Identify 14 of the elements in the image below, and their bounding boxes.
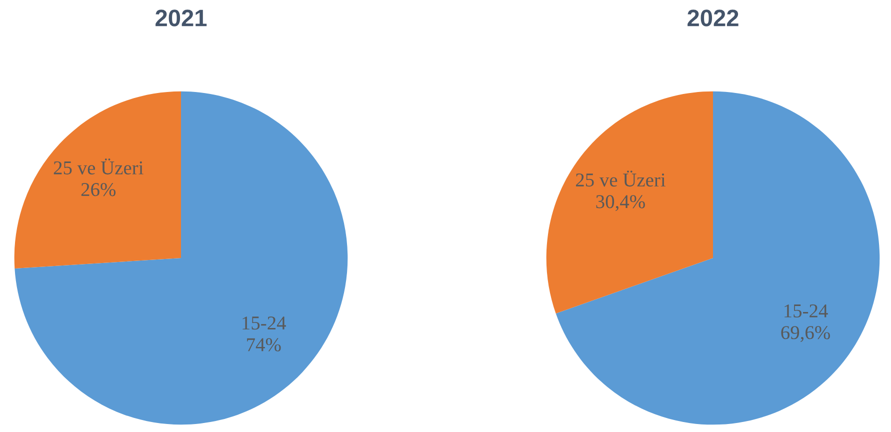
chart-title: 2021: [156, 10, 207, 26]
data-label: 26%: [81, 183, 116, 196]
data-label: 69,6%: [781, 326, 830, 342]
data-label: 74%: [247, 338, 281, 352]
pie-slice: [14, 91, 348, 425]
pie-slice: [546, 91, 713, 314]
slice-label: 15-24: [242, 316, 286, 330]
pie-slice: [14, 91, 181, 268]
chart-title: 2022: [688, 10, 738, 26]
pie-slice: [556, 91, 880, 425]
slice-label: 25 ve Üzeri: [54, 158, 144, 174]
data-label: 30,4%: [596, 195, 645, 212]
slice-label: 15-24: [784, 304, 828, 318]
slice-label: 25 ve Üzeri: [576, 170, 666, 187]
